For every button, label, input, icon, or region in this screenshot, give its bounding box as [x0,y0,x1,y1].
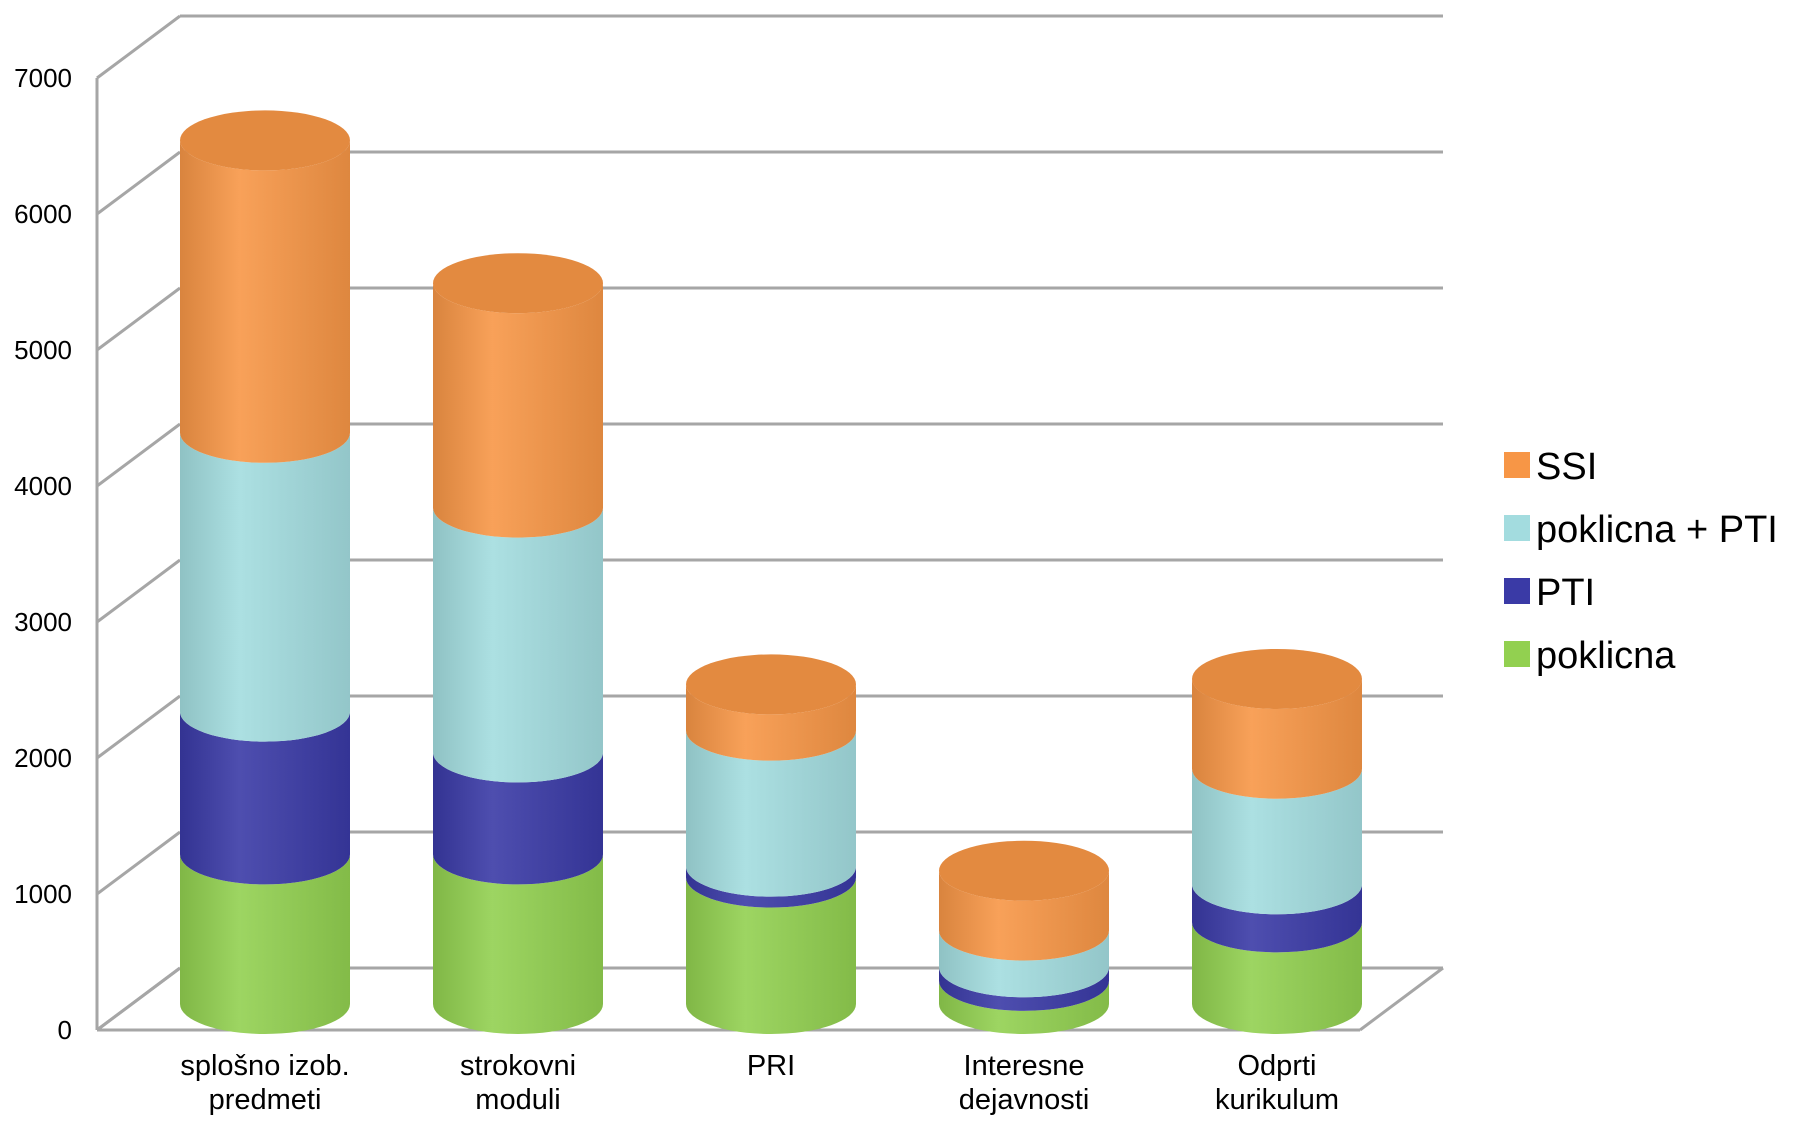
legend-label: poklicna [1536,635,1676,677]
y-tick-label: 7000 [14,63,72,93]
bar-top-cap [939,840,1109,901]
bar-stack [433,253,603,1034]
x-axis-categories: splošno izob. predmeti strokovni moduli PRI I… [180,1050,1339,1116]
bar-top-cap [1192,648,1362,709]
bar-segment [939,930,1109,998]
gridline [96,14,1443,80]
bar-segment [433,283,603,538]
x-category-label: PRI [747,1050,795,1082]
bar-segment [939,967,1109,1011]
legend-label: poklicna + PTI [1536,509,1778,551]
legend-item: PTI [1504,572,1595,614]
bar-segment [433,752,603,885]
legend-item: SSI [1504,446,1597,488]
bar-segment [939,980,1109,1034]
bar-segment [686,684,856,761]
bar-segment [180,140,350,463]
legend-label: PTI [1536,572,1595,614]
bar-segment [180,711,350,885]
y-tick-label: 2000 [14,743,72,773]
y-tick-label: 5000 [14,335,72,365]
x-category-label: Odprti kurikulum [1215,1050,1339,1116]
floor-right-edge [1359,966,1444,1032]
bar-top-cap [180,110,350,171]
bars [180,110,1362,1034]
x-category-label: strokovni moduli [460,1050,576,1116]
bar-segment [686,866,856,908]
bar-stack [1192,648,1362,1034]
legend-item: poklicna + PTI [1504,509,1778,551]
y-tick-label: 1000 [14,879,72,909]
bar-segment [180,854,350,1034]
bar-stack [686,654,856,1034]
gridline [96,422,1443,488]
bar-segment [1192,678,1362,799]
bar-segment [686,877,856,1034]
gridline [96,150,1443,216]
bar-stack [939,840,1109,1034]
y-tick-label: 3000 [14,607,72,637]
legend-swatch [1504,515,1530,541]
bar-top-cap [433,253,603,314]
bar-segment [1192,922,1362,1034]
bar-segment [1192,884,1362,953]
x-category-label: splošno izob. predmeti [180,1050,349,1116]
legend: SSI poklicna + PTI PTI poklicna [1504,446,1778,677]
legend-label: SSI [1536,446,1597,488]
y-tick-label: 0 [58,1015,72,1045]
bar-stack [180,110,350,1034]
bar-segment [686,730,856,897]
legend-swatch [1504,452,1530,478]
legend-item: poklicna [1504,635,1676,677]
bar-segment [433,854,603,1034]
legend-swatch [1504,641,1530,667]
y-tick-label: 4000 [14,471,72,501]
x-category-label: Interesne dejavnosti [959,1050,1090,1116]
gridline [96,558,1443,624]
bar-top-cap [686,654,856,715]
y-axis-ticks: 0 1000 2000 3000 4000 5000 6000 7000 [14,63,72,1045]
y-tick-label: 6000 [14,199,72,229]
bar-segment [939,870,1109,961]
gridline [96,286,1443,352]
bar-segment [433,507,603,783]
bar-segment [1192,768,1362,915]
bar-segment [180,432,350,742]
legend-swatch [1504,578,1530,604]
